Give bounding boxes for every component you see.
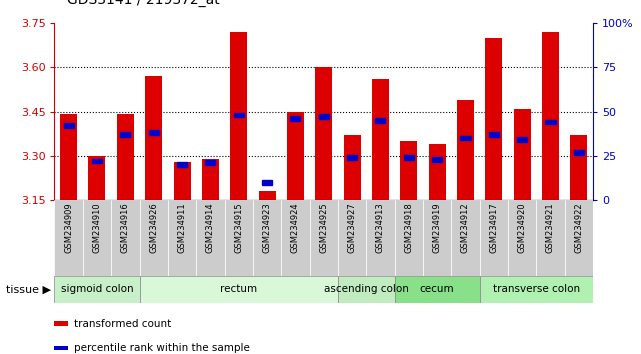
Bar bbox=[149, 130, 159, 135]
Bar bbox=[315, 67, 332, 200]
Text: GSM234927: GSM234927 bbox=[347, 202, 356, 253]
Bar bbox=[262, 180, 272, 185]
Bar bbox=[310, 200, 338, 276]
Bar bbox=[570, 135, 587, 200]
Bar bbox=[423, 200, 451, 276]
Bar bbox=[574, 150, 584, 155]
Text: transverse colon: transverse colon bbox=[493, 284, 580, 295]
Text: percentile rank within the sample: percentile rank within the sample bbox=[74, 343, 249, 353]
Bar bbox=[319, 114, 329, 119]
Bar bbox=[117, 114, 134, 200]
Text: GSM234915: GSM234915 bbox=[234, 202, 243, 253]
Text: GSM234926: GSM234926 bbox=[149, 202, 158, 253]
Bar bbox=[513, 109, 531, 200]
Text: GSM234923: GSM234923 bbox=[263, 202, 272, 253]
Text: GSM234916: GSM234916 bbox=[121, 202, 130, 253]
Bar bbox=[253, 200, 281, 276]
Text: ascending colon: ascending colon bbox=[324, 284, 409, 295]
Bar bbox=[432, 157, 442, 162]
Bar bbox=[168, 200, 196, 276]
Bar bbox=[366, 200, 395, 276]
Text: GSM234911: GSM234911 bbox=[178, 202, 187, 253]
Bar bbox=[479, 200, 508, 276]
Bar bbox=[517, 137, 527, 142]
Bar bbox=[54, 276, 140, 303]
Text: rectum: rectum bbox=[220, 284, 257, 295]
Text: GSM234910: GSM234910 bbox=[92, 202, 101, 253]
Bar bbox=[121, 132, 130, 137]
Bar bbox=[196, 200, 224, 276]
Bar bbox=[344, 135, 360, 200]
Bar bbox=[508, 200, 537, 276]
Bar bbox=[205, 160, 215, 165]
Bar bbox=[347, 155, 357, 160]
Bar bbox=[457, 100, 474, 200]
Bar bbox=[404, 155, 414, 160]
Bar bbox=[488, 132, 499, 137]
Text: tissue ▶: tissue ▶ bbox=[6, 284, 51, 295]
Bar bbox=[287, 112, 304, 200]
Bar bbox=[111, 200, 140, 276]
Bar bbox=[54, 200, 83, 276]
Bar bbox=[281, 200, 310, 276]
Bar bbox=[429, 144, 445, 200]
Bar bbox=[542, 32, 559, 200]
Bar bbox=[460, 136, 470, 141]
Text: GSM234917: GSM234917 bbox=[489, 202, 498, 253]
Bar bbox=[479, 276, 593, 303]
Bar bbox=[233, 113, 244, 118]
Bar bbox=[372, 79, 389, 200]
Bar bbox=[140, 200, 168, 276]
Bar bbox=[88, 156, 106, 200]
Text: GSM234921: GSM234921 bbox=[546, 202, 555, 253]
Bar bbox=[202, 159, 219, 200]
Bar bbox=[375, 118, 385, 123]
Bar bbox=[83, 200, 111, 276]
Bar bbox=[140, 276, 338, 303]
Text: transformed count: transformed count bbox=[74, 319, 171, 329]
Bar bbox=[224, 200, 253, 276]
Bar bbox=[63, 123, 74, 128]
Bar bbox=[230, 32, 247, 200]
Text: GDS3141 / 219372_at: GDS3141 / 219372_at bbox=[67, 0, 220, 7]
Bar bbox=[60, 114, 77, 200]
Text: cecum: cecum bbox=[420, 284, 454, 295]
Bar bbox=[258, 191, 276, 200]
Bar bbox=[145, 76, 162, 200]
Text: GSM234918: GSM234918 bbox=[404, 202, 413, 253]
Bar bbox=[338, 276, 395, 303]
Text: GSM234912: GSM234912 bbox=[461, 202, 470, 253]
Text: GSM234922: GSM234922 bbox=[574, 202, 583, 253]
Text: GSM234920: GSM234920 bbox=[517, 202, 526, 253]
Bar bbox=[395, 276, 479, 303]
Bar bbox=[451, 200, 479, 276]
Text: GSM234914: GSM234914 bbox=[206, 202, 215, 253]
Bar bbox=[395, 200, 423, 276]
Text: GSM234919: GSM234919 bbox=[433, 202, 442, 253]
Text: GSM234909: GSM234909 bbox=[64, 202, 73, 253]
Bar bbox=[485, 38, 503, 200]
Text: GSM234924: GSM234924 bbox=[291, 202, 300, 253]
Bar bbox=[565, 200, 593, 276]
Text: sigmoid colon: sigmoid colon bbox=[61, 284, 133, 295]
Text: GSM234913: GSM234913 bbox=[376, 202, 385, 253]
Bar bbox=[545, 120, 556, 125]
Bar bbox=[174, 162, 190, 200]
Bar bbox=[400, 141, 417, 200]
Bar bbox=[290, 116, 301, 121]
Bar bbox=[537, 200, 565, 276]
Bar bbox=[92, 159, 102, 164]
Text: GSM234925: GSM234925 bbox=[319, 202, 328, 253]
Bar bbox=[177, 162, 187, 167]
Bar bbox=[338, 200, 366, 276]
